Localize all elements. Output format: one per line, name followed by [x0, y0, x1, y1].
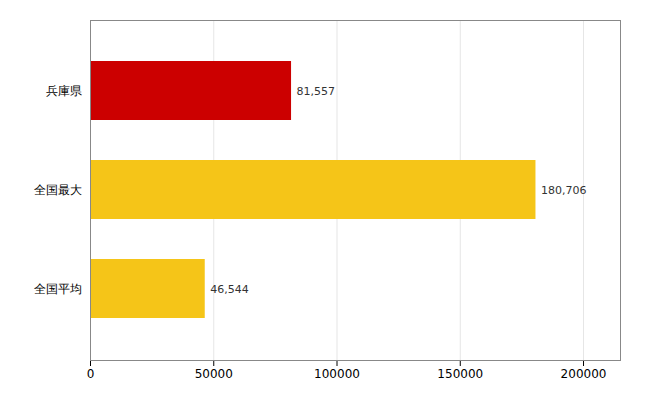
svg-text:150000: 150000: [437, 367, 483, 381]
svg-text:兵庫県: 兵庫県: [46, 84, 82, 98]
svg-text:50000: 50000: [195, 367, 233, 381]
svg-text:全国最大: 全国最大: [34, 183, 82, 197]
svg-text:全国平均: 全国平均: [34, 282, 82, 296]
svg-text:200000: 200000: [561, 367, 607, 381]
svg-text:100000: 100000: [314, 367, 360, 381]
svg-text:46,544: 46,544: [210, 283, 249, 296]
svg-text:180,706: 180,706: [541, 184, 587, 197]
svg-text:0: 0: [87, 367, 95, 381]
svg-text:81,557: 81,557: [297, 85, 336, 98]
